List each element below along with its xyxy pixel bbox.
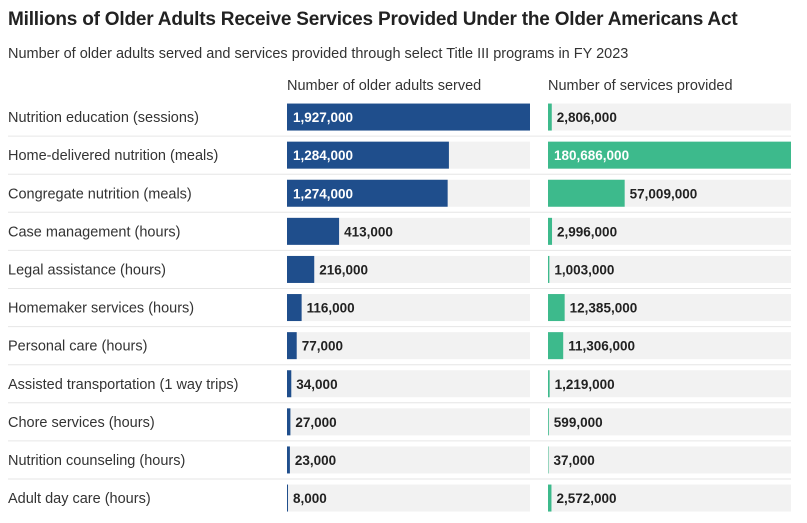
category-label-assisted-transportation-1-way-trips: Assisted transportation (1 way trips) — [8, 377, 238, 393]
adults-served-bar-adult-day-care-hours — [287, 484, 289, 512]
adults-served-bar-nutrition-education-sessions — [287, 103, 530, 131]
adults-served-value-legal-assistance-hours: 216,000 — [319, 262, 368, 277]
adults-served-value-case-management-hours: 413,000 — [344, 224, 393, 239]
services-provided-value-congregate-nutrition-meals: 57,009,000 — [630, 186, 698, 201]
services-provided-value-case-management-hours: 2,996,000 — [557, 224, 617, 239]
bar-track — [548, 446, 791, 474]
bar-track — [287, 294, 530, 322]
services-provided-bar-personal-care-hours — [548, 332, 564, 360]
category-label-nutrition-education-sessions: Nutrition education (sessions) — [8, 110, 199, 126]
adults-served-value-homemaker-services-hours: 116,000 — [307, 301, 355, 316]
category-label-case-management-hours: Case management (hours) — [8, 224, 180, 240]
adults-served-value-congregate-nutrition-meals: 1,274,000 — [293, 186, 353, 201]
bar-track — [287, 408, 530, 436]
services-provided-value-legal-assistance-hours: 1,003,000 — [554, 262, 614, 277]
adults-served-bar-personal-care-hours — [287, 332, 297, 360]
bar-track — [287, 370, 530, 398]
services-provided-bar-congregate-nutrition-meals — [548, 179, 625, 207]
services-provided-value-nutrition-counseling-hours: 37,000 — [554, 453, 595, 468]
services-provided-bar-homemaker-services-hours — [548, 294, 565, 322]
category-label-nutrition-counseling-hours: Nutrition counseling (hours) — [8, 453, 185, 469]
services-provided-bar-case-management-hours — [548, 217, 553, 245]
chart-subtitle: Number of older adults served and servic… — [8, 46, 629, 62]
services-provided-bar-chore-services-hours — [548, 408, 549, 436]
column-header-adults-served: Number of older adults served — [287, 78, 482, 94]
bar-track — [548, 294, 791, 322]
adults-served-bar-legal-assistance-hours — [287, 255, 315, 283]
adults-served-bar-home-delivered-nutrition-meals — [287, 141, 449, 169]
category-label-adult-day-care-hours: Adult day care (hours) — [8, 491, 151, 507]
category-label-congregate-nutrition-meals: Congregate nutrition (meals) — [8, 186, 192, 202]
services-provided-bar-nutrition-counseling-hours — [548, 446, 549, 474]
adults-served-bar-nutrition-counseling-hours — [287, 446, 290, 474]
bar-track — [287, 332, 530, 360]
category-label-chore-services-hours: Chore services (hours) — [8, 415, 155, 431]
services-provided-value-personal-care-hours: 11,306,000 — [568, 339, 635, 354]
bar-track — [287, 255, 530, 283]
category-label-homemaker-services-hours: Homemaker services (hours) — [8, 301, 194, 317]
adults-served-bar-case-management-hours — [287, 217, 340, 245]
services-provided-bar-home-delivered-nutrition-meals — [548, 141, 791, 169]
bar-track — [548, 370, 791, 398]
services-provided-value-homemaker-services-hours: 12,385,000 — [570, 301, 638, 316]
bar-track — [548, 255, 791, 283]
bar-track — [548, 217, 791, 245]
bar-track — [548, 408, 791, 436]
adults-served-bar-assisted-transportation-1-way-trips — [287, 370, 292, 398]
adults-served-value-assisted-transportation-1-way-trips: 34,000 — [296, 377, 337, 392]
services-provided-bar-assisted-transportation-1-way-trips — [548, 370, 550, 398]
services-provided-value-adult-day-care-hours: 2,572,000 — [556, 491, 616, 506]
adults-served-value-home-delivered-nutrition-meals: 1,284,000 — [293, 148, 353, 163]
services-provided-value-nutrition-education-sessions: 2,806,000 — [557, 110, 617, 125]
services-provided-bar-legal-assistance-hours — [548, 255, 550, 283]
bar-track — [287, 484, 530, 512]
services-provided-value-chore-services-hours: 599,000 — [554, 415, 603, 430]
bar-track — [548, 103, 791, 131]
adults-served-bar-homemaker-services-hours — [287, 294, 302, 322]
bar-track — [287, 446, 530, 474]
adults-served-value-chore-services-hours: 27,000 — [295, 415, 336, 430]
adults-served-value-personal-care-hours: 77,000 — [302, 339, 343, 354]
chart-title: Millions of Older Adults Receive Service… — [8, 9, 738, 30]
services-provided-value-assisted-transportation-1-way-trips: 1,219,000 — [555, 377, 615, 392]
services-provided-value-home-delivered-nutrition-meals: 180,686,000 — [554, 148, 629, 163]
adults-served-value-nutrition-counseling-hours: 23,000 — [295, 453, 336, 468]
bar-track — [548, 332, 791, 360]
adults-served-bar-chore-services-hours — [287, 408, 291, 436]
services-provided-bar-adult-day-care-hours — [548, 484, 552, 512]
bar-track — [548, 484, 791, 512]
category-label-legal-assistance-hours: Legal assistance (hours) — [8, 262, 166, 278]
adults-served-value-adult-day-care-hours: 8,000 — [293, 491, 327, 506]
adults-served-bar-congregate-nutrition-meals — [287, 179, 448, 207]
adults-served-value-nutrition-education-sessions: 1,927,000 — [293, 110, 353, 125]
column-header-services-provided: Number of services provided — [548, 78, 733, 94]
category-label-personal-care-hours: Personal care (hours) — [8, 339, 147, 355]
category-label-home-delivered-nutrition-meals: Home-delivered nutrition (meals) — [8, 148, 218, 164]
services-provided-bar-nutrition-education-sessions — [548, 103, 552, 131]
